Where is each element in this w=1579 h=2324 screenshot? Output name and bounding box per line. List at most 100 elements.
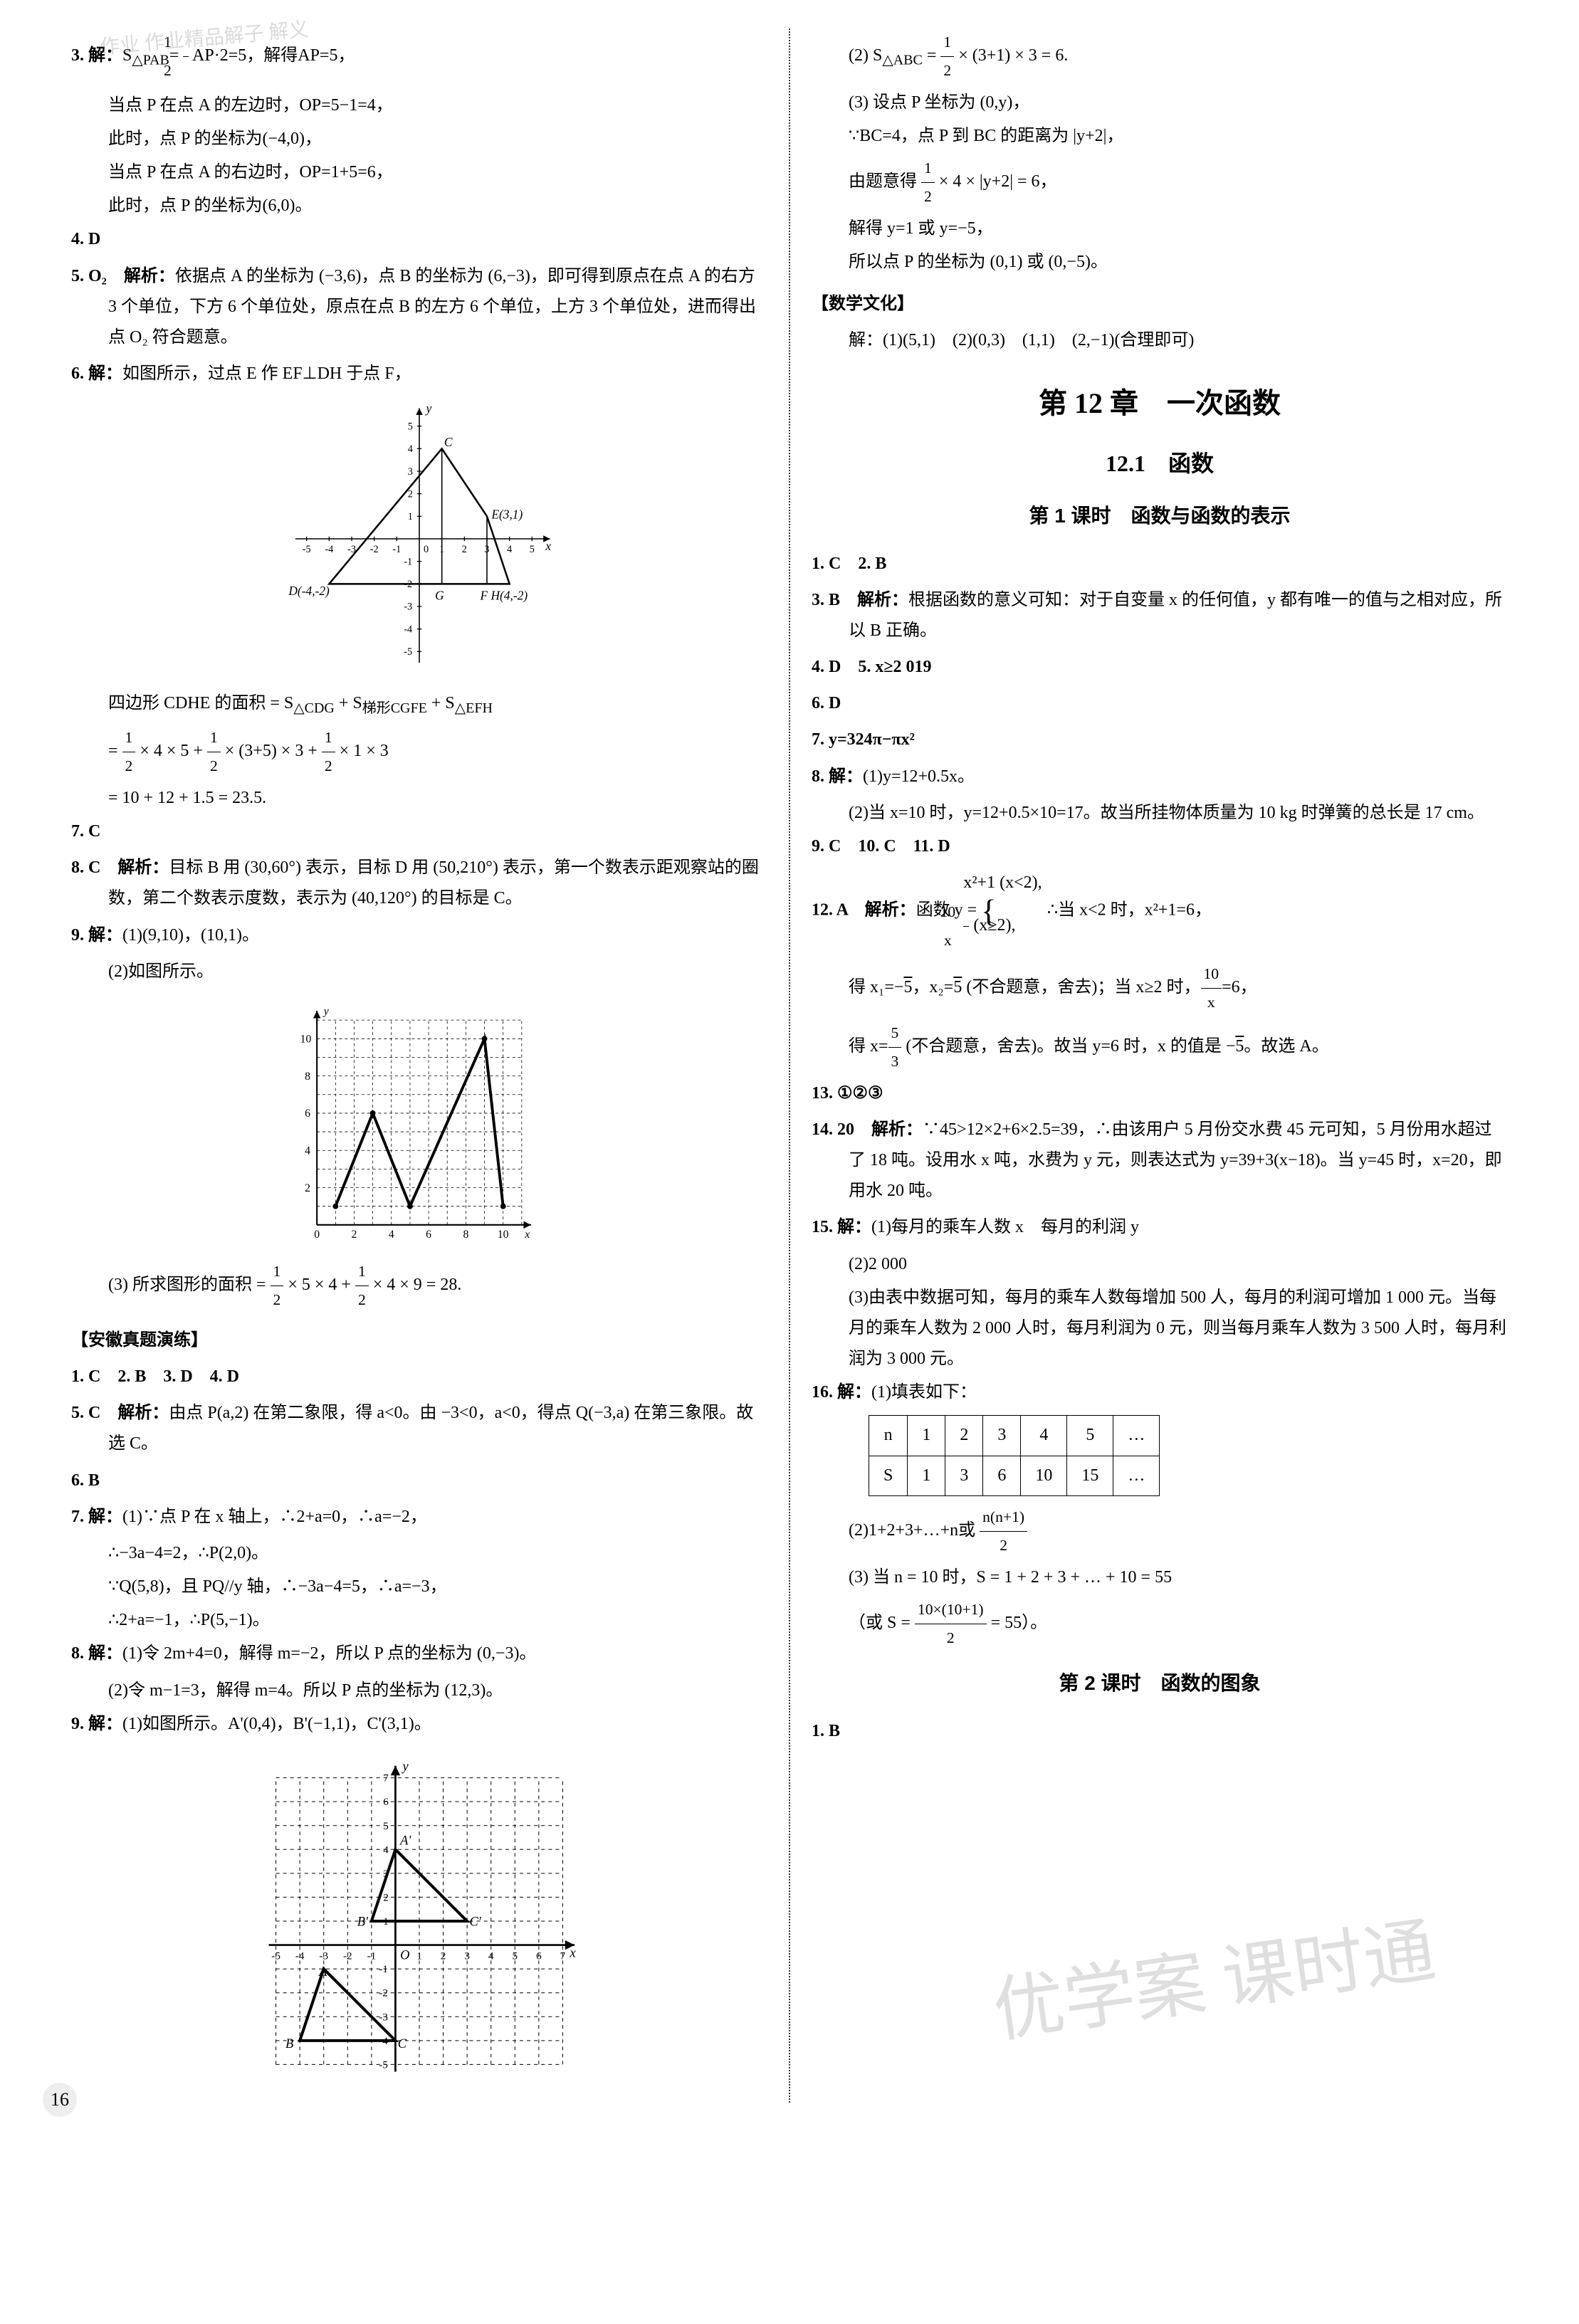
anhui-heading: 【安徽真题演练】 [71,1325,767,1356]
svg-text:4: 4 [389,1229,394,1241]
r16: 16. 解：(1)填表如下： [812,1377,1508,1408]
svg-text:3: 3 [383,1868,389,1880]
table-cell: … [1113,1456,1160,1495]
svg-text:O: O [400,1948,409,1962]
svg-text:2: 2 [408,489,413,500]
svg-text:B: B [285,2036,293,2051]
two-column-layout: 3. 解：S△PAB= 12 AP·2=5，解得AP=5， 当点 P 在点 A … [57,28,1522,2103]
aq8-l1: (1)令 2m+4=0，解得 m=−2，所以 P 点的坐标为 (0,−3)。 [122,1644,536,1663]
aq7-prefix: 7. 解： [71,1508,122,1526]
r12-body3: 得 x=53 (不合题意，舍去)。故当 y=6 时，x 的值是 −5。故选 A。 [812,1019,1508,1076]
aq7-l1: (1)∵点 P 在 x 轴上，∴2+a=0，∴a=−2， [122,1508,427,1526]
svg-text:8: 8 [463,1229,468,1241]
r14: 14. 20 解析：∵45>12×2+6×2.5=39，∴由该用户 5 月份交水… [812,1115,1508,1207]
aq5-prefix: 5. C 解析： [71,1404,169,1422]
r16-prefix: 16. 解： [812,1383,871,1402]
table-cell: 5 [1067,1416,1113,1456]
svg-text:5: 5 [408,421,413,433]
r16-l4: （或 S = 10×(10+1)2 = 55）。 [812,1596,1508,1652]
svg-text:-3: -3 [379,2012,388,2023]
culture-body: 解：(1)(5,1) (2)(0,3) (1,1) (2,−1)(合理即可) [812,325,1508,356]
r16-l2: (2)1+2+3+…+n或 n(n+1)2 [812,1503,1508,1560]
q6c-l1b: + S [335,694,362,713]
table-cell: 1 [908,1456,945,1495]
table-cell: 6 [983,1456,1021,1495]
r12-piece1: x²+1 (x<2), [1000,868,1043,898]
svg-text:6: 6 [383,1797,389,1808]
table-cell: … [1113,1416,1160,1456]
r15: 15. 解：(1)每月的乘车人数 x 每月的利润 y [812,1212,1508,1243]
aq7-l2: ∴−3a−4=2，∴P(2,0)。 [71,1538,767,1569]
aq8: 8. 解：(1)令 2m+4=0，解得 m=−2，所以 P 点的坐标为 (0,−… [71,1639,767,1669]
r3-body: 根据函数的意义可知：对于自变量 x 的任何值，y 都有唯一的值与之相对应，所以 … [849,591,1502,640]
r12-body1: ∴当 x<2 时，x²+1=6， [1047,901,1212,920]
q3-l4: 当点 P 在点 A 的右边时，OP=1+5=6， [71,157,767,188]
svg-text:7: 7 [383,1773,389,1784]
svg-text:6: 6 [305,1108,310,1120]
aq5-body: 由点 P(a,2) 在第二象限，得 a<0。由 −3<0，a<0，得点 Q(−3… [108,1404,753,1453]
svg-text:4: 4 [305,1145,310,1157]
right-column: (2) S△ABC = 12 × (3+1) × 3 = 6. (3) 设点 P… [790,28,1522,2103]
svg-text:2: 2 [305,1182,310,1194]
graph1: C E(3,1) D(-4,-2) G F H(4,-2) x y -5-4-3… [71,404,767,674]
q6c-s1: △CDG [293,700,335,716]
svg-text:-5: -5 [271,1951,280,1962]
svg-text:-2: -2 [379,1988,388,1999]
r3-prefix: 3. B 解析： [812,591,908,609]
q6c-s2: 梯形CGFE [362,700,427,716]
svg-text:E(3,1): E(3,1) [491,508,523,522]
frac-den: 2 [183,57,189,85]
svg-text:8: 8 [305,1071,310,1083]
svg-text:-1: -1 [392,544,401,555]
r12: 12. A 解析：函数 y = { x²+1 (x<2), 10x (x≥2),… [812,868,1508,955]
svg-text:4: 4 [408,443,413,455]
table-row-header: n 1 2 3 4 5 … [869,1416,1160,1456]
svg-text:F H(4,-2): F H(4,-2) [480,589,528,603]
q9: 9. 解：(1)(9,10)，(10,1)。 [71,920,767,951]
q4: 4. D [71,224,767,255]
q7: 7. C [71,816,767,847]
aq1: 1. C 2. B 3. D 4. D [71,1362,767,1392]
r14-prefix: 14. 20 解析： [812,1120,923,1139]
r15-l2: (2)2 000 [812,1249,1508,1280]
svg-text:5: 5 [530,544,535,555]
aq7: 7. 解：(1)∵点 P 在 x 轴上，∴2+a=0，∴a=−2， [71,1502,767,1532]
svg-text:2: 2 [462,544,467,555]
q3-l2: 当点 P 在点 A 的左边时，OP=5−1=4， [71,90,767,121]
svg-text:-3: -3 [319,1951,328,1962]
svg-text:-3: -3 [404,601,412,613]
r8-prefix: 8. 解： [812,767,863,786]
r1: 1. C 2. B [812,549,1508,579]
q9-l2: (2)如图所示。 [71,957,767,987]
q5: 5. O₂ 解析：依据点 A 的坐标为 (−3,6)，点 B 的坐标为 (6,−… [71,261,767,354]
r7: 7. y=324π−πx² [812,725,1508,755]
q9-prefix: 9. 解： [71,926,122,945]
table-cell: 4 [1021,1416,1067,1456]
svg-text:6: 6 [536,1951,542,1962]
svg-text:1: 1 [439,544,444,555]
q6-prefix: 6. 解： [71,364,122,383]
r15-l1: (1)每月的乘车人数 x 每月的利润 y [871,1218,1139,1236]
cont-l4: 由题意得 12 × 4 × |y+2| = 6， [812,154,1508,211]
subsection1-title: 第 1 课时 函数与函数的表示 [812,498,1508,534]
svg-text:x: x [545,539,551,553]
q8-prefix: 8. C 解析： [71,858,169,877]
svg-text:4: 4 [383,1844,389,1856]
q9-l3: (3) 所求图形的面积 = 12 × 5 × 4 + 12 × 4 × 9 = … [71,1258,767,1314]
graph3: A' B' C' A B C O x y -5-4-3-2-1 1234567 … [71,1754,767,2088]
r14-body: ∵45>12×2+6×2.5=39，∴由该用户 5 月份交水费 45 元可知，5… [849,1120,1502,1200]
svg-text:y: y [322,1005,329,1017]
s2-1: 1. B [812,1716,1508,1747]
svg-text:A: A [318,1965,327,1979]
table-cell: 2 [945,1416,983,1456]
table-cell: 10 [1021,1456,1067,1495]
r8: 8. 解：(1)y=12+0.5x。 [812,762,1508,792]
svg-text:-4: -4 [295,1951,305,1962]
svg-text:3: 3 [484,544,489,555]
table-cell: 3 [945,1456,983,1495]
svg-text:B': B' [357,1915,369,1929]
aq7-l4: ∴2+a=−1，∴P(5,−1)。 [71,1605,767,1636]
svg-text:-1: -1 [367,1951,377,1962]
svg-text:0: 0 [314,1229,320,1241]
r15-l3: (3)由表中数据可知，每月的乘车人数每增加 500 人，每月的利润可增加 1 0… [812,1283,1508,1375]
